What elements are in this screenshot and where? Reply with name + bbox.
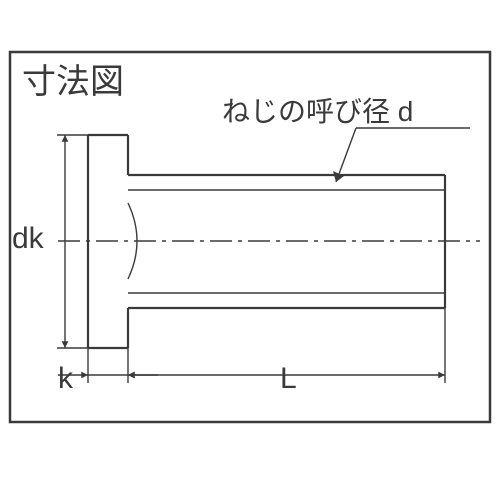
diagram-title: 寸法図 (22, 54, 124, 103)
diagram-container: 寸法図 dk k L ねじの呼び径 d (0, 0, 500, 500)
label-dk: dk (12, 222, 44, 256)
label-L: L (280, 362, 297, 396)
label-thread-diameter: ねじの呼び径 d (222, 90, 413, 130)
label-k: k (58, 362, 73, 396)
